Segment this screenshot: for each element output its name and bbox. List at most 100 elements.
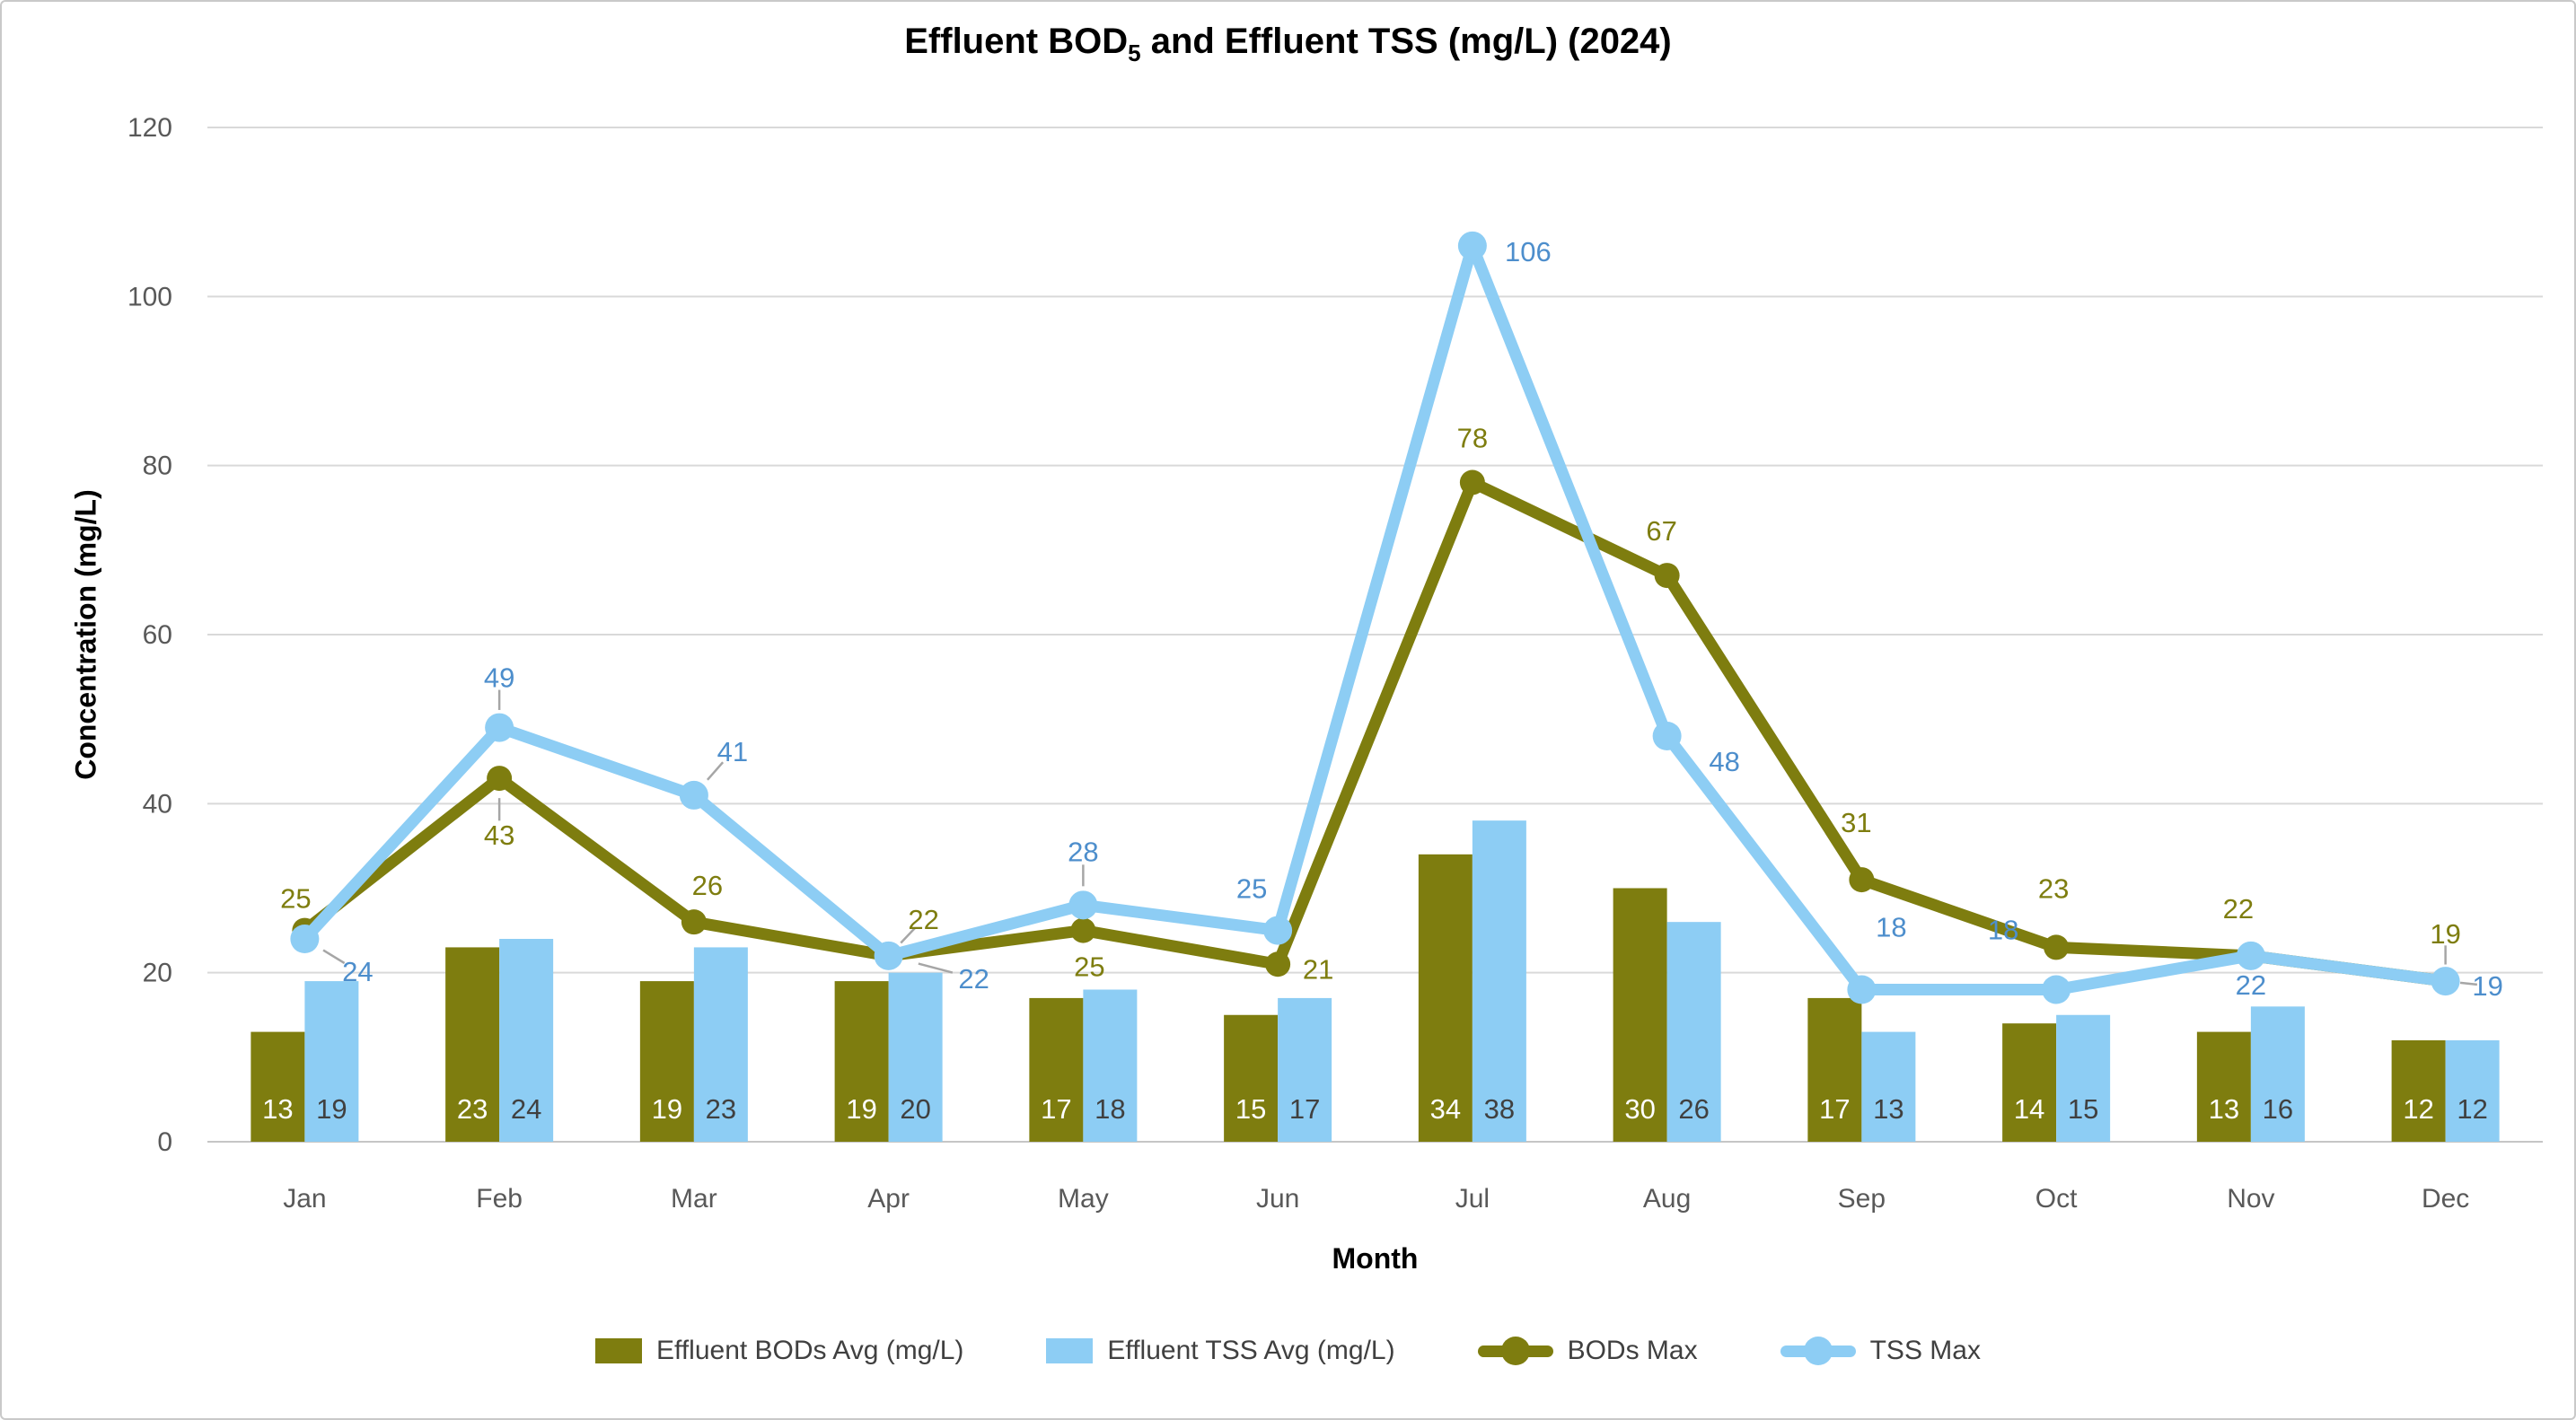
marker-tss-max-nov — [2236, 941, 2265, 970]
max-label-tss-max-may: 28 — [1068, 836, 1098, 867]
x-tick-label-apr: Apr — [867, 1184, 910, 1214]
marker-tss-max-mar — [679, 780, 708, 810]
leader-line-tss-max-apr — [918, 962, 954, 974]
bar-tss-avg-oct — [2056, 1014, 2111, 1142]
bar-tss-avg-dec — [2445, 1040, 2500, 1142]
x-tick-label-dec: Dec — [2422, 1184, 2469, 1214]
x-tick-label-nov: Nov — [2227, 1184, 2274, 1214]
bar-bod-avg-oct — [2002, 1023, 2057, 1142]
bar-label-bod-avg-oct: 14 — [2014, 1093, 2044, 1125]
bar-label-bod-avg-may: 17 — [1041, 1093, 1071, 1125]
max-label-tss-max-mar: 41 — [717, 736, 748, 767]
bar-label-tss-avg-jun: 17 — [1289, 1093, 1320, 1125]
max-label-bod-max-feb: 43 — [484, 820, 514, 851]
y-tick-label-20: 20 — [143, 959, 172, 988]
max-label-tss-max-apr: 22 — [958, 963, 989, 995]
bar-tss-avg-feb — [499, 939, 554, 1142]
max-label-tss-max-feb: 49 — [484, 662, 514, 694]
bar-tss-avg-may — [1083, 989, 1138, 1142]
marker-tss-max-apr — [874, 941, 903, 970]
max-label-tss-max-jan: 24 — [342, 956, 373, 987]
marker-bod-max-mar — [681, 909, 707, 935]
y-tick-label-80: 80 — [143, 451, 172, 481]
legend-item-bod-max: BODs Max — [1477, 1336, 1698, 1366]
marker-tss-max-jul — [1457, 231, 1487, 260]
x-tick-label-feb: Feb — [476, 1184, 523, 1214]
max-label-tss-max-oct: 18 — [1988, 915, 2018, 946]
bar-label-bod-avg-dec: 12 — [2403, 1093, 2433, 1125]
marker-bod-max-oct — [2044, 934, 2070, 960]
max-label-bod-max-oct: 23 — [2038, 872, 2069, 904]
leader-line-bod-max-apr — [900, 927, 916, 944]
line-bod-max — [298, 477, 2452, 987]
marker-tss-max-oct — [2042, 975, 2071, 1004]
bar-label-tss-avg-apr: 20 — [900, 1093, 930, 1125]
max-label-tss-max-nov: 22 — [2236, 969, 2266, 1001]
bar-tss-avg-jan — [304, 981, 359, 1142]
max-label-tss-max-jun: 25 — [1236, 873, 1267, 905]
bar-bod-avg-aug — [1613, 888, 1667, 1142]
max-label-bod-max-apr: 22 — [908, 904, 938, 935]
bar-tss-avg-jul — [1472, 820, 1526, 1142]
max-label-bod-max-mar: 26 — [692, 870, 723, 901]
max-label-tss-max-sep: 18 — [1876, 912, 1906, 943]
marker-tss-max-feb — [485, 713, 514, 742]
legend-item-tss-max: TSS Max — [1780, 1336, 1981, 1366]
bar-bod-avg-sep — [1807, 997, 1862, 1142]
bar-label-tss-avg-jul: 38 — [1484, 1093, 1515, 1125]
max-label-bod-max-nov: 22 — [2223, 893, 2254, 925]
leader-line-tss-max-jan — [322, 949, 346, 965]
max-label-bod-max-jan: 25 — [280, 883, 311, 915]
x-tick-label-sep: Sep — [1838, 1184, 1886, 1214]
max-label-bod-max-sep: 31 — [1841, 807, 1871, 838]
bar-label-tss-avg-aug: 26 — [1678, 1093, 1709, 1125]
x-tick-label-jun: Jun — [1256, 1184, 1299, 1214]
bar-tss-avg-jun — [1278, 997, 1332, 1142]
y-tick-label-40: 40 — [143, 789, 172, 819]
legend-label: BODs Max — [1567, 1336, 1698, 1365]
marker-bod-max-sep — [1849, 867, 1875, 893]
bar-label-tss-avg-oct: 15 — [2068, 1093, 2098, 1125]
bar-bod-avg-apr — [834, 981, 889, 1142]
bar-bod-avg-jan — [251, 1031, 305, 1142]
legend-label: Effluent TSS Avg (mg/L) — [1107, 1336, 1395, 1365]
line-tss-max — [298, 240, 2452, 995]
max-label-bod-max-aug: 67 — [1646, 515, 1676, 547]
marker-tss-max-aug — [1652, 722, 1682, 750]
marker-bod-max-may — [1070, 917, 1096, 943]
legend-marker-dot-icon — [1803, 1337, 1833, 1365]
legend-label: TSS Max — [1869, 1336, 1981, 1365]
max-label-tss-max-dec: 19 — [2472, 970, 2502, 1002]
legend-item-bod-avg: Effluent BODs Avg (mg/L) — [595, 1336, 963, 1366]
chart-title-subscript: 5 — [1128, 39, 1141, 66]
bar-label-tss-avg-may: 18 — [1095, 1093, 1125, 1125]
bar-label-bod-avg-jan: 13 — [262, 1093, 293, 1125]
x-tick-label-jul: Jul — [1455, 1184, 1490, 1214]
legend-item-tss-avg: Effluent TSS Avg (mg/L) — [1046, 1336, 1395, 1366]
x-tick-label-may: May — [1058, 1184, 1109, 1214]
legend-marker-dot-icon — [1500, 1337, 1530, 1365]
bar-label-tss-avg-sep: 13 — [1873, 1093, 1903, 1125]
bar-label-tss-avg-mar: 23 — [706, 1093, 736, 1125]
x-tick-label-aug: Aug — [1643, 1184, 1691, 1214]
bar-label-tss-avg-feb: 24 — [511, 1093, 541, 1125]
legend-bar-swatch-icon — [595, 1338, 643, 1363]
leader-line-tss-max-dec — [2459, 981, 2478, 986]
x-axis-title: Month — [1332, 1242, 1419, 1275]
leader-line-tss-max-mar — [706, 761, 725, 781]
bar-label-bod-avg-sep: 17 — [1819, 1093, 1850, 1125]
marker-bod-max-jun — [1265, 951, 1291, 977]
bar-bod-avg-feb — [445, 947, 500, 1142]
bar-tss-avg-apr — [888, 972, 943, 1142]
y-tick-label-0: 0 — [157, 1127, 172, 1157]
legend-line-marker-icon — [1780, 1337, 1856, 1365]
bar-label-tss-avg-nov: 16 — [2263, 1093, 2293, 1125]
bar-tss-avg-nov — [2250, 1006, 2305, 1142]
legend-bar-swatch-icon — [1046, 1338, 1094, 1363]
chart-title-suffix: and Effluent TSS (mg/L) (2024) — [1140, 22, 1672, 61]
bar-label-tss-avg-jan: 19 — [316, 1093, 347, 1125]
chart-legend: Effluent BODs Avg (mg/L) Effluent TSS Avg… — [0, 1336, 2576, 1366]
max-label-bod-max-jun: 21 — [1303, 953, 1333, 985]
bar-bod-avg-may — [1029, 997, 1084, 1142]
